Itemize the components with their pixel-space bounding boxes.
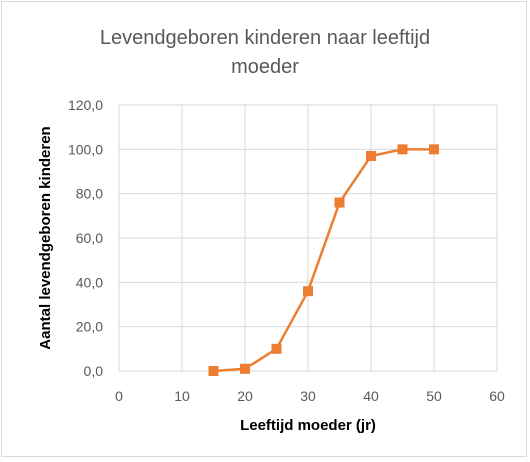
x-tick-label: 20: [237, 388, 253, 404]
y-tick-label: 120,0: [68, 97, 103, 113]
data-point: [334, 197, 345, 208]
data-point: [208, 366, 219, 376]
y-tick-label: 80,0: [76, 186, 103, 202]
x-tick-label: 60: [489, 388, 505, 404]
y-tick-label: 20,0: [76, 319, 103, 335]
data-point: [303, 286, 313, 297]
data-point: [271, 343, 282, 354]
x-tick-label: 50: [426, 388, 442, 404]
y-tick-label: 40,0: [76, 274, 103, 290]
gridlines: [118, 104, 498, 372]
chart-title-line-2: moeder: [231, 56, 299, 78]
y-tick-label: 60,0: [76, 230, 103, 246]
data-point: [397, 144, 408, 155]
x-tick-label: 30: [300, 388, 316, 404]
x-axis-ticks: 0 10 20 30 40 50 60: [115, 388, 505, 404]
x-tick-label: 40: [363, 388, 379, 404]
data-point: [240, 363, 250, 374]
data-point: [429, 144, 439, 155]
x-axis-title: Leeftijd moeder (jr): [240, 417, 376, 434]
y-tick-label: 100,0: [68, 141, 103, 157]
y-axis-ticks: 0,0 20,0 40,0 60,0 80,0 100,0 120,0: [68, 97, 103, 379]
chart-frame: Levendgeboren kinderen naar leeftijd moe…: [1, 1, 527, 457]
data-point: [366, 150, 376, 161]
y-axis-title: Aantal levendgeboren kinderen: [37, 126, 54, 349]
y-tick-label: 0,0: [84, 363, 104, 379]
x-tick-label: 0: [115, 388, 123, 404]
chart-title-line-1: Levendgeboren kinderen naar leeftijd: [100, 27, 430, 49]
series-layer: [208, 144, 439, 376]
series-line: [213, 148, 434, 373]
x-tick-label: 10: [174, 388, 190, 404]
